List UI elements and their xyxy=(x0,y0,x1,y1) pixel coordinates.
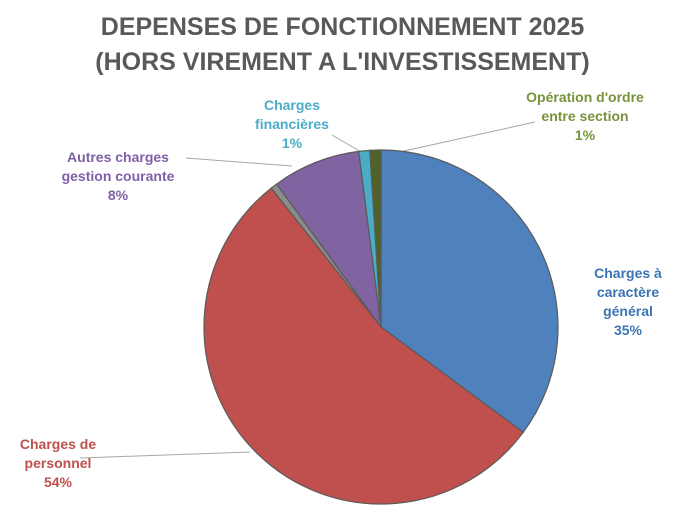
category-label: Charges de personnel xyxy=(19,436,97,471)
category-label: Opération d'ordre entre section xyxy=(526,89,644,124)
category-label: Charges financières xyxy=(255,97,329,132)
data-label: Charges financières 1% xyxy=(237,96,347,153)
pie-slice xyxy=(380,149,559,434)
percent-label: 8% xyxy=(107,187,129,203)
pie-slice xyxy=(275,150,382,328)
percent-label: 54% xyxy=(43,474,73,490)
pie-slice xyxy=(369,149,382,328)
chart-title: DEPENSES DE FONCTIONNEMENT 2025 xyxy=(100,13,585,41)
data-label: Charges de personnel 54% xyxy=(3,435,113,492)
data-label: Charges à caractère général 35% xyxy=(573,264,683,340)
percent-label: 1% xyxy=(574,127,596,143)
leader-line xyxy=(185,157,293,167)
leader-line xyxy=(385,121,536,156)
data-label: Autres charges gestion courante 8% xyxy=(53,148,183,205)
pie-slice xyxy=(203,187,525,505)
chart-title: (HORS VIREMENT A L'INVESTISSEMENT) xyxy=(95,48,590,76)
category-label: Charges à caractère général xyxy=(594,265,662,319)
data-label: Opération d'ordre entre section 1% xyxy=(525,88,645,145)
leader-line xyxy=(79,451,251,459)
category-label: Autres charges gestion courante xyxy=(61,149,175,184)
leader-lines xyxy=(79,121,536,459)
percent-label: 1% xyxy=(281,135,303,151)
percent-label: 35% xyxy=(613,322,643,338)
